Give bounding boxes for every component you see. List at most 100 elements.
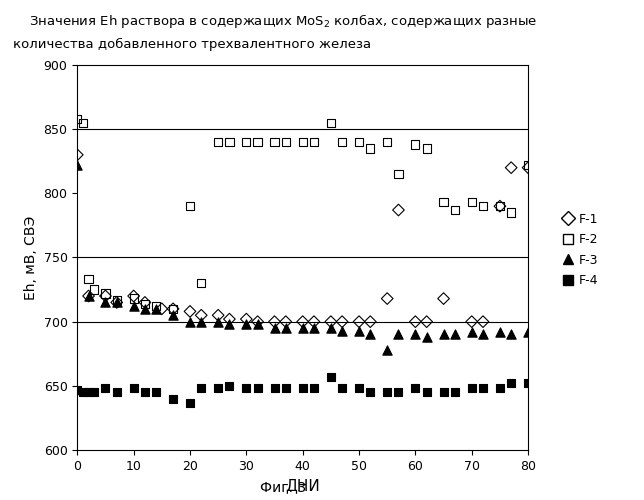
- Point: [410, 318, 421, 326]
- Point: [354, 384, 364, 392]
- Point: [365, 388, 375, 396]
- Point: [495, 202, 505, 210]
- Point: [128, 302, 139, 310]
- Point: [224, 320, 234, 328]
- Point: [100, 290, 111, 298]
- Point: [337, 326, 347, 334]
- Point: [466, 198, 477, 206]
- Point: [100, 384, 111, 392]
- Point: [185, 202, 195, 210]
- Point: [354, 318, 364, 326]
- Point: [450, 330, 460, 338]
- Point: [241, 315, 251, 323]
- Point: [421, 333, 431, 341]
- Point: [111, 298, 122, 306]
- Point: [421, 388, 431, 396]
- Point: [450, 206, 460, 214]
- Point: [354, 138, 364, 146]
- Point: [466, 328, 477, 336]
- Point: [100, 292, 111, 300]
- Point: [269, 318, 279, 326]
- Point: [252, 138, 263, 146]
- Point: [196, 384, 206, 392]
- Point: [128, 292, 139, 300]
- Point: [140, 388, 150, 396]
- Point: [100, 298, 111, 306]
- Point: [382, 294, 392, 302]
- Point: [326, 324, 336, 332]
- Point: [83, 292, 94, 300]
- Point: [298, 318, 308, 326]
- Point: [439, 330, 449, 338]
- Point: [308, 324, 319, 332]
- Point: [140, 305, 150, 313]
- Point: [196, 311, 206, 319]
- Point: [196, 279, 206, 287]
- Point: [241, 138, 251, 146]
- Point: [89, 388, 99, 396]
- Point: [168, 394, 178, 402]
- Point: [478, 330, 488, 338]
- Point: [213, 318, 223, 326]
- Point: [89, 286, 99, 294]
- Point: [421, 144, 431, 152]
- Point: [421, 318, 431, 326]
- Point: [83, 388, 94, 396]
- Point: [466, 318, 477, 326]
- Point: [213, 311, 223, 319]
- Point: [365, 318, 375, 326]
- Point: [128, 294, 139, 302]
- Point: [83, 276, 94, 283]
- Point: [128, 384, 139, 392]
- Point: [523, 164, 533, 172]
- Point: [506, 164, 516, 172]
- Point: [185, 308, 195, 316]
- Point: [450, 388, 460, 396]
- Point: [393, 330, 404, 338]
- Point: [506, 380, 516, 388]
- Point: [151, 302, 161, 310]
- Point: [269, 138, 279, 146]
- Point: [466, 384, 477, 392]
- Point: [354, 326, 364, 334]
- Point: [439, 198, 449, 206]
- Point: [439, 388, 449, 396]
- Point: [252, 318, 263, 326]
- Point: [281, 138, 291, 146]
- Point: [308, 318, 319, 326]
- Point: [495, 328, 505, 336]
- Point: [410, 384, 421, 392]
- Point: [478, 202, 488, 210]
- Point: [410, 330, 421, 338]
- Point: [168, 311, 178, 319]
- Point: [213, 384, 223, 392]
- Point: [213, 138, 223, 146]
- Point: [241, 320, 251, 328]
- Point: [140, 298, 150, 306]
- Point: [151, 305, 161, 313]
- Point: [78, 388, 88, 396]
- Point: [196, 318, 206, 326]
- Point: [281, 384, 291, 392]
- Point: [185, 318, 195, 326]
- Point: [241, 384, 251, 392]
- Point: [78, 118, 88, 126]
- Point: [365, 144, 375, 152]
- Legend: F-1, F-2, F-3, F-4: F-1, F-2, F-3, F-4: [562, 212, 598, 287]
- Y-axis label: Eh, мВ, СВЭ: Eh, мВ, СВЭ: [24, 216, 38, 300]
- Point: [506, 208, 516, 216]
- Point: [298, 324, 308, 332]
- Point: [337, 384, 347, 392]
- Point: [252, 320, 263, 328]
- Point: [523, 380, 533, 388]
- Point: [168, 305, 178, 313]
- Point: [523, 328, 533, 336]
- Point: [326, 318, 336, 326]
- Point: [72, 386, 82, 394]
- Point: [326, 118, 336, 126]
- Point: [83, 292, 94, 300]
- Point: [185, 398, 195, 406]
- Point: [478, 318, 488, 326]
- Point: [337, 318, 347, 326]
- Point: [252, 384, 263, 392]
